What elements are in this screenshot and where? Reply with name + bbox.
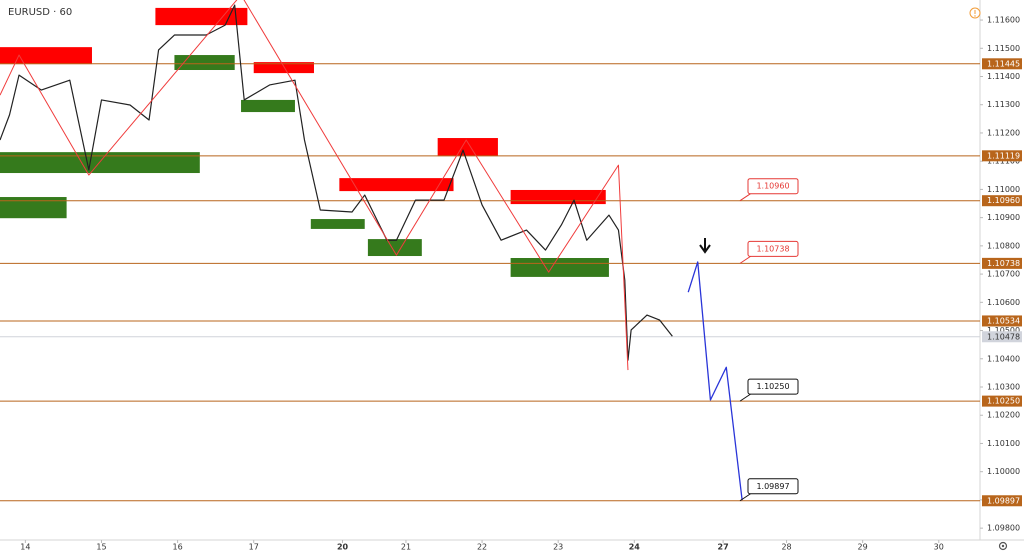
y-tick-label: 1.10200	[987, 411, 1020, 420]
warning-icon[interactable]	[969, 7, 981, 19]
projection-line	[687, 261, 743, 501]
x-tick-label: 28	[781, 543, 791, 552]
callout: 1.10738	[739, 240, 799, 264]
level-label: 1.10250	[987, 397, 1020, 406]
level-label: 1.10738	[987, 259, 1020, 268]
y-tick-label: 1.10400	[987, 354, 1020, 363]
down-arrow	[699, 238, 711, 254]
level-label-box	[982, 315, 1022, 327]
x-tick-label: 15	[96, 543, 106, 552]
x-tick-label: 21	[401, 543, 411, 552]
level-label-box	[982, 257, 1022, 269]
chart-title: EURUSD · 60	[8, 7, 72, 18]
x-tick-label: 23	[553, 543, 563, 552]
y-tick-label: 1.10700	[987, 270, 1020, 279]
callout: 1.10250	[739, 378, 799, 402]
demand-zone	[241, 99, 295, 113]
demand-zone	[174, 55, 235, 71]
pattern-line	[0, 0, 629, 371]
demand-zone	[310, 219, 365, 229]
supply-zone	[155, 7, 248, 26]
level-label: 1.09897	[987, 496, 1020, 505]
x-tick-label: 17	[249, 543, 259, 552]
callout-box	[747, 178, 799, 195]
x-tick-label: 30	[934, 543, 944, 552]
y-tick-label: 1.09800	[987, 524, 1020, 533]
callout: 1.09897	[739, 478, 799, 502]
supply-zone	[339, 178, 454, 192]
y-tick-label: 1.10100	[987, 439, 1020, 448]
y-tick-label: 1.11200	[987, 128, 1020, 137]
x-tick-label: 29	[858, 543, 868, 552]
callout-label: 1.10250	[756, 382, 789, 391]
level-label-box	[982, 495, 1022, 507]
y-tick-label: 1.11600	[987, 16, 1020, 25]
price-line	[0, 4, 673, 361]
level-label-box	[982, 58, 1022, 70]
demand-zone	[367, 239, 422, 257]
y-tick-label: 1.11500	[987, 44, 1020, 53]
level-label-box	[982, 150, 1022, 162]
callout-label: 1.10960	[756, 182, 789, 191]
level-label-box	[982, 195, 1022, 207]
level-label: 1.10960	[987, 196, 1020, 205]
x-tick-label: 20	[337, 543, 349, 552]
current-price-label: 1.10478	[987, 332, 1020, 341]
level-label-box	[982, 395, 1022, 407]
y-tick-label: 1.10800	[987, 241, 1020, 250]
supply-zone	[510, 189, 606, 205]
level-label: 1.11119	[987, 151, 1020, 160]
y-tick-label: 1.10900	[987, 213, 1020, 222]
x-tick-label: 16	[173, 543, 183, 552]
y-tick-label: 1.10300	[987, 383, 1020, 392]
level-label: 1.11445	[987, 59, 1020, 68]
y-tick-label: 1.10500	[987, 326, 1020, 335]
demand-zone	[0, 197, 67, 219]
supply-zone	[437, 138, 498, 157]
y-tick-label: 1.10000	[987, 467, 1020, 476]
current-price-box	[982, 331, 1022, 343]
demand-zone	[510, 258, 609, 277]
y-tick-label: 1.10600	[987, 298, 1020, 307]
callout-box	[747, 240, 799, 257]
y-tick-label: 1.11400	[987, 72, 1020, 81]
supply-zone	[0, 47, 92, 65]
x-tick-label: 22	[477, 543, 487, 552]
callout-label: 1.09897	[756, 482, 789, 491]
callout: 1.10960	[739, 178, 799, 202]
x-tick-label: 27	[718, 543, 729, 552]
level-label: 1.10534	[987, 316, 1020, 325]
callout-label: 1.10738	[756, 244, 789, 253]
settings-icon[interactable]	[998, 541, 1008, 551]
supply-zone	[253, 62, 314, 74]
callout-box	[747, 478, 799, 495]
x-tick-label: 24	[629, 543, 641, 552]
x-tick-label: 14	[20, 543, 30, 552]
y-tick-label: 1.11000	[987, 185, 1020, 194]
callout-box	[747, 378, 799, 395]
y-tick-label: 1.11300	[987, 100, 1020, 109]
